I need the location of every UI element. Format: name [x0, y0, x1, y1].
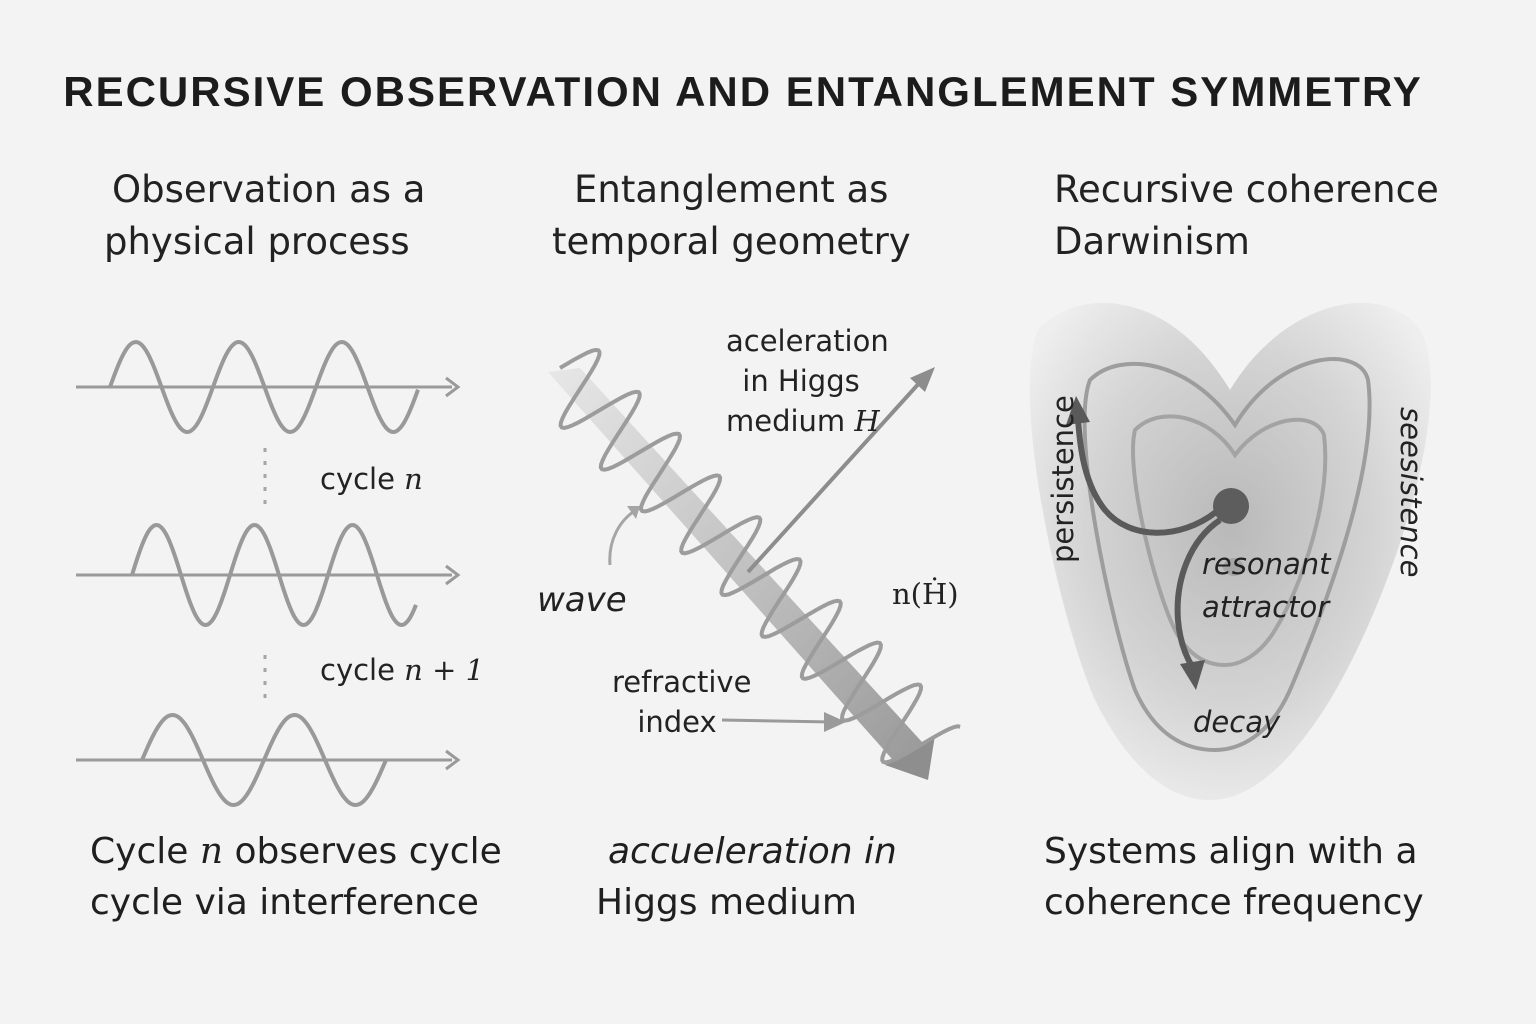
- cycle-n-plus-1-text: cycle: [320, 653, 405, 687]
- decay-label: decay: [1193, 705, 1281, 739]
- attractor-point: [1213, 488, 1249, 524]
- main-title: RECURSIVE OBSERVATION AND ENTANGLEMENT S…: [63, 68, 1423, 115]
- panel2-caption-line2: Higgs medium: [596, 882, 857, 923]
- acceleration-label-line3: medium: [726, 404, 855, 438]
- panel2-heading-line2: temporal geometry: [552, 220, 911, 263]
- panel3-caption-line1: Systems align with a: [1044, 831, 1418, 872]
- refractive-label-line2: index: [637, 705, 717, 739]
- panel3-caption: Systems align with a coherence frequency: [1044, 826, 1424, 928]
- wave-label: wave: [537, 580, 627, 620]
- panel2-heading-line1: Entanglement as: [574, 168, 889, 211]
- wave-pointer-arrowhead: [627, 506, 640, 519]
- wave-row-3: [76, 712, 461, 808]
- panel1-caption: Cycle n observes cycle cycle via interfe…: [90, 826, 502, 928]
- contour-middle: [1131, 414, 1328, 668]
- decay-arrowhead: [1180, 660, 1205, 690]
- refractive-index-label: refractive index: [612, 662, 752, 742]
- axis-arrow-2: [445, 564, 461, 586]
- wave-curve-1: [108, 339, 420, 435]
- wave-curve-3: [140, 712, 388, 808]
- persistence-path: [1075, 417, 1218, 536]
- acceleration-arrowhead: [910, 367, 935, 392]
- persistence-label: persistence: [1046, 395, 1080, 563]
- beam-wave-curve: [558, 347, 961, 765]
- panel1-heading-line2: physical process: [104, 220, 410, 263]
- seesistence-label: seesistence: [1394, 407, 1428, 578]
- beam-arrowhead: [885, 735, 935, 780]
- acceleration-arrow: [746, 378, 924, 574]
- panel3-heading-line2: Darwinism: [1054, 220, 1250, 263]
- panel2-caption: accueleration in Higgs medium: [596, 826, 897, 928]
- panel2-caption-line1: accueleration in: [608, 831, 897, 872]
- panel3-heading: Recursive coherence Darwinism: [1054, 164, 1439, 268]
- panel1-caption-b: observes cycle: [223, 831, 502, 872]
- cycle-n-plus-1-math: n + 1: [404, 653, 485, 687]
- wave-row-1: [76, 339, 461, 435]
- decay-path: [1174, 517, 1222, 670]
- panel1-caption-line2: cycle via interference: [90, 882, 479, 923]
- panel1-heading-line1: Observation as a: [112, 168, 426, 211]
- refractive-index-symbol: n(Ḣ): [892, 577, 959, 611]
- panel3-heading-line1: Recursive coherence: [1054, 168, 1439, 211]
- refractive-label-line1: refractive: [612, 665, 752, 699]
- wave-row-2: [76, 522, 461, 628]
- cycle-n-text: cycle: [320, 462, 405, 496]
- refractive-pointer-arrow: [721, 718, 833, 724]
- panel1-caption-math: n: [199, 831, 224, 872]
- cycle-n-plus-1-label: cycle n + 1: [320, 650, 484, 690]
- panel1-heading: Observation as a physical process: [104, 164, 426, 268]
- panel1-caption-a: Cycle: [90, 831, 200, 872]
- acceleration-label-line2: in Higgs: [742, 364, 860, 398]
- refractive-pointer-arrowhead: [824, 712, 846, 732]
- acceleration-label: aceleration in Higgs medium H: [726, 321, 889, 441]
- contour-inner: [1222, 558, 1244, 576]
- contour-outer: [1082, 357, 1372, 753]
- persistence-arrowhead: [1066, 396, 1090, 425]
- panel3-caption-line2: coherence frequency: [1044, 882, 1424, 923]
- panel2-heading: Entanglement as temporal geometry: [552, 164, 911, 268]
- acceleration-label-math: H: [854, 404, 880, 438]
- cycle-n-label: cycle n: [320, 459, 423, 499]
- attractor-label: attractor: [1202, 590, 1330, 624]
- wave-curve-2: [130, 522, 418, 628]
- wave-pointer-arrow: [608, 508, 637, 566]
- cycle-n-math: n: [404, 462, 423, 496]
- acceleration-label-line1: aceleration: [726, 324, 889, 358]
- axis-arrow-3: [445, 749, 461, 771]
- axis-arrow-1: [445, 376, 461, 398]
- resonant-label: resonant: [1202, 547, 1331, 581]
